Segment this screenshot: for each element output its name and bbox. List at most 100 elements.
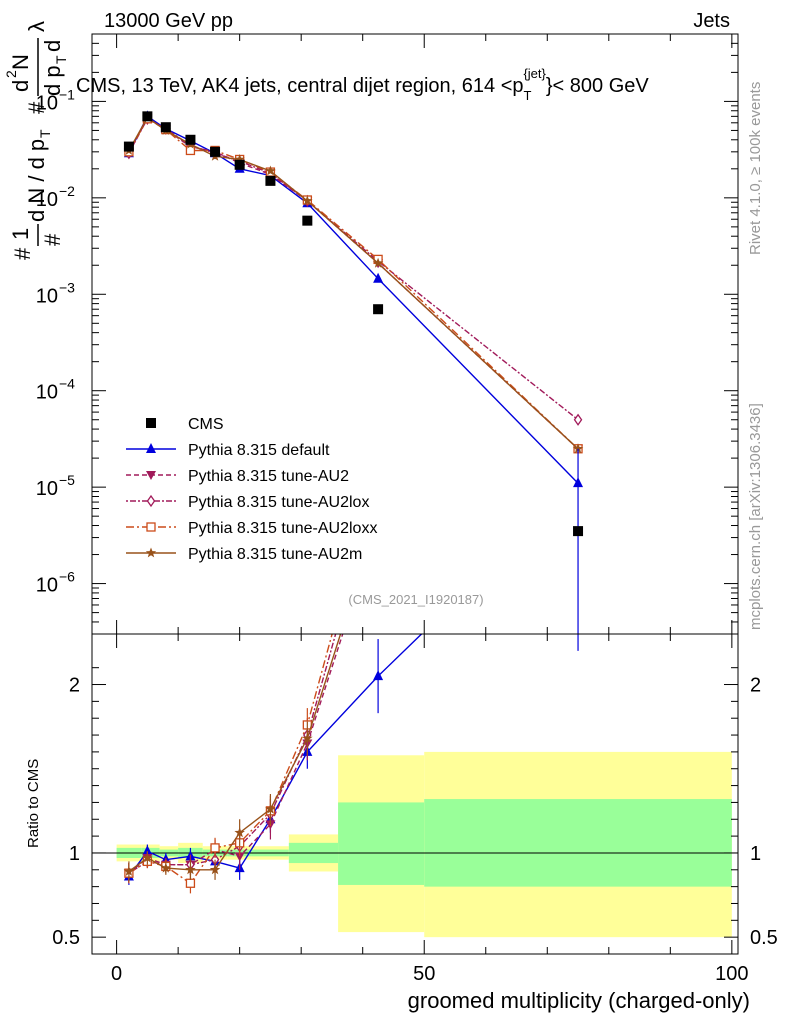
svg-text:#: #	[40, 233, 65, 246]
legend-marker-0	[146, 443, 156, 453]
ratio-tick-label-left-2: 2	[69, 675, 80, 697]
chart-title-sub: T	[524, 88, 532, 103]
ratio-point-4-4	[209, 864, 221, 875]
ratio-point-4-1	[142, 852, 153, 863]
main-plot-area	[123, 110, 584, 634]
ratio-tick-label-right-1: 1	[750, 843, 761, 865]
legend-label-1: Pythia 8.315 tune-AU2	[188, 468, 349, 485]
ratio-point-3-4	[210, 843, 220, 853]
series-2-point-9	[573, 413, 583, 426]
series-4-point-8	[372, 257, 384, 268]
ratio-line-2	[128, 634, 337, 874]
cms-point-8	[373, 304, 384, 315]
svg-text:d p: d p	[40, 65, 65, 96]
legend-marker-1	[146, 471, 156, 480]
x-tick-label-0: 0	[111, 963, 122, 985]
svg-text:1: 1	[8, 228, 33, 240]
legend-label-3: Pythia 8.315 tune-AU2loxx	[188, 520, 377, 537]
chart-title-sup: {jet}	[523, 66, 546, 81]
energy-label: 13000 GeV pp	[104, 10, 233, 32]
ratio-plot-area	[92, 462, 738, 894]
ratio-point-4-0	[123, 866, 135, 876]
cms-point-9	[573, 526, 584, 537]
series-line-0	[128, 115, 579, 484]
ratio-y-axis-label: Ratio to CMS	[25, 759, 42, 848]
cms-point-0	[123, 141, 134, 152]
y-tick-label-5: 10	[36, 92, 58, 114]
ratio-plot-frame	[91, 633, 739, 955]
svg-text:N: N	[8, 54, 33, 70]
legend-cms-marker	[146, 418, 156, 428]
ratio-point-4-5	[234, 827, 245, 838]
y-tick-label-0: 10	[36, 575, 58, 597]
ratio-point-4-2	[160, 862, 172, 873]
ratio-point-4-7	[302, 732, 313, 743]
svg-text:T: T	[53, 55, 69, 64]
x-tick-label-50: 50	[413, 963, 435, 985]
ratio-point-2-8	[375, 477, 382, 487]
svg-text:d: d	[40, 40, 65, 52]
y-tick-label-exp-2: −4	[59, 376, 75, 392]
legend: CMS Pythia 8.315 default Pythia 8.315 tune…	[126, 416, 377, 563]
series-line-1	[128, 117, 579, 450]
ratio-point-0-8	[373, 670, 384, 681]
legend-marker-3	[146, 522, 156, 532]
cms-point-4	[210, 146, 221, 157]
chart-title-end: }< 800 GeV	[546, 75, 650, 97]
ratio-point-4-3	[185, 864, 196, 875]
y-axis-label: # 1 # d N / d p T # d 2 N d p T d λ	[3, 21, 69, 260]
cms-point-5	[234, 159, 245, 170]
y-tick-label-exp-0: −6	[59, 569, 75, 585]
x-tick-label-100: 100	[715, 963, 748, 985]
cms-point-7	[302, 215, 313, 226]
legend-label-4: Pythia 8.315 tune-AU2m	[188, 546, 362, 563]
svg-text:#: #	[24, 101, 49, 114]
legend-cms-label: CMS	[188, 416, 224, 433]
legend-label-2: Pythia 8.315 tune-AU2lox	[188, 494, 369, 511]
ratio-tick-label-left-0: 0.5	[52, 927, 80, 949]
band-green-8	[338, 802, 425, 885]
x-axis-label: groomed multiplicity (charged-only)	[408, 988, 750, 1013]
mcplots-label: mcplots.cern.ch [arXiv:1306.3436]	[747, 403, 764, 630]
ratio-point-3-8	[374, 462, 382, 470]
series-4-point-9	[572, 443, 584, 454]
series-4-point-6	[265, 165, 276, 176]
svg-text:2: 2	[3, 70, 19, 78]
ratio-tick-label-right-2: 2	[750, 675, 761, 697]
cms-point-6	[265, 175, 276, 186]
analysis-id-label: (CMS_2021_I1920187)	[348, 592, 483, 607]
y-tick-label-4: 10	[36, 189, 58, 211]
y-tick-label-3: 10	[36, 285, 58, 307]
ratio-uncertainty-bands	[116, 751, 732, 938]
y-tick-label-exp-1: −5	[59, 472, 75, 488]
y-tick-label-exp-4: −2	[59, 183, 75, 199]
cms-point-2	[160, 122, 171, 133]
main-plot-frame	[91, 33, 739, 635]
series-line-2	[128, 117, 579, 421]
y-tick-label-exp-5: −1	[59, 86, 75, 102]
svg-text:#: #	[10, 247, 35, 260]
y-tick-label-1: 10	[36, 478, 58, 500]
svg-text:d N / d p: d N / d p	[24, 139, 49, 222]
rivet-version-label: Rivet 4.1.0, ≥ 100k events	[747, 82, 764, 255]
category-label: Jets	[693, 10, 730, 32]
series-4-point-7	[302, 195, 313, 206]
cms-point-1	[142, 111, 153, 122]
ratio-line-1	[128, 634, 344, 874]
legend-label-0: Pythia 8.315 default	[188, 442, 330, 459]
ratio-tick-label-left-1: 1	[69, 843, 80, 865]
y-tick-label-exp-3: −3	[59, 279, 75, 295]
legend-marker-2	[146, 494, 156, 508]
ratio-line-4	[128, 634, 342, 873]
svg-text:T: T	[37, 129, 53, 138]
series-0-point-8	[373, 272, 384, 283]
series-line-3	[128, 117, 579, 450]
cms-point-3	[185, 134, 196, 145]
ratio-point-4-6	[265, 803, 276, 814]
y-tick-label-2: 10	[36, 382, 58, 404]
series-4-point-5	[234, 154, 245, 164]
series-line-4	[128, 116, 579, 450]
chart-title-main: CMS, 13 TeV, AK4 jets, central dijet reg…	[76, 75, 524, 97]
